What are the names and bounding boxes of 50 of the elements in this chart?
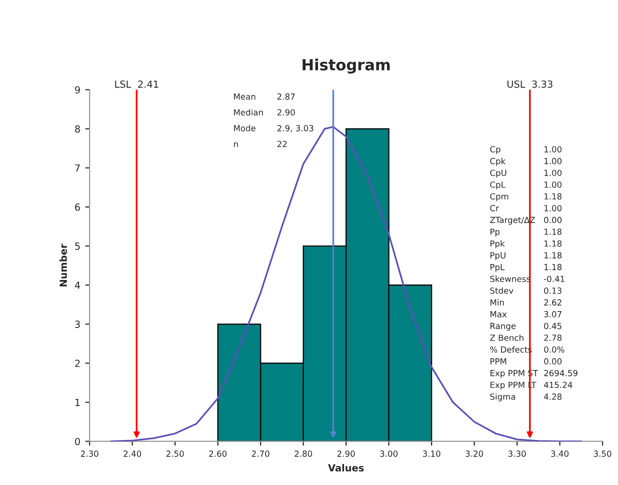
x-tick-label: 3.10 xyxy=(422,450,440,457)
ref-line-label: USL 3.33 xyxy=(507,80,552,88)
x-tick-label: 3.00 xyxy=(380,450,398,457)
y-tick-label: 1 xyxy=(75,398,80,406)
text: CpU 1.00 xyxy=(490,170,562,178)
y-tick-label: 3 xyxy=(75,320,80,328)
y-tick-label: 0 xyxy=(75,438,80,446)
x-tick-label: 3.50 xyxy=(594,450,612,457)
x-tick-label: 3.30 xyxy=(508,450,526,457)
text: Sigma 4.28 xyxy=(490,393,562,402)
text: PPM 0.00 xyxy=(490,358,562,364)
y-tick-label: 4 xyxy=(74,282,80,289)
y-tick-label: 6 xyxy=(75,203,80,211)
text: n 22 xyxy=(234,140,287,148)
x-tick-label: 2.30 xyxy=(80,450,98,457)
line-series xyxy=(110,126,582,442)
x-tick-label: 2.60 xyxy=(209,450,227,457)
x-axis-title: Values xyxy=(328,464,364,472)
text: Range 0.45 xyxy=(490,322,562,331)
text: Mean 2.87 xyxy=(234,93,295,100)
x-tick-label: 3.40 xyxy=(551,450,569,457)
x-tick-label: 2.80 xyxy=(294,450,312,457)
text: Ppk 1.18 xyxy=(490,240,562,248)
text: PpL 1.18 xyxy=(490,264,562,272)
text: Pp 1.18 xyxy=(490,228,562,237)
ref-line-label: LSL 2.41 xyxy=(115,80,158,88)
text: Max 3.07 xyxy=(490,311,562,318)
text: Mode 2.9, 3.03 xyxy=(234,124,314,132)
text: Min 2.62 xyxy=(490,299,562,306)
text: PpU 1.18 xyxy=(490,252,562,260)
text: Cpk 1.00 xyxy=(490,158,562,166)
y-tick-label: 2 xyxy=(75,360,80,367)
chart-title: Histogram xyxy=(302,58,390,74)
text: Cpm 1.18 xyxy=(490,193,562,202)
y-tick-label: 7 xyxy=(75,164,80,172)
y-axis-title: Number xyxy=(59,244,67,286)
text: Median 2.90 xyxy=(234,109,295,116)
text: Z Bench 2.78 xyxy=(490,334,562,341)
x-tick-label: 2.40 xyxy=(124,450,142,457)
text: Stdev 0.13 xyxy=(490,287,562,294)
text: Cr 1.00 xyxy=(490,205,562,212)
y-tick-label: 5 xyxy=(75,242,80,250)
x-tick-label: 2.70 xyxy=(252,450,270,457)
x-tick-label: 2.90 xyxy=(337,450,355,457)
text: Cp 1.00 xyxy=(490,146,562,154)
x-tick-label: 2.50 xyxy=(166,450,184,457)
y-tick-label: 9 xyxy=(75,86,80,94)
text: CpL 1.00 xyxy=(490,181,562,190)
x-tick-label: 3.20 xyxy=(466,450,484,457)
y-tick-label: 8 xyxy=(75,125,80,133)
